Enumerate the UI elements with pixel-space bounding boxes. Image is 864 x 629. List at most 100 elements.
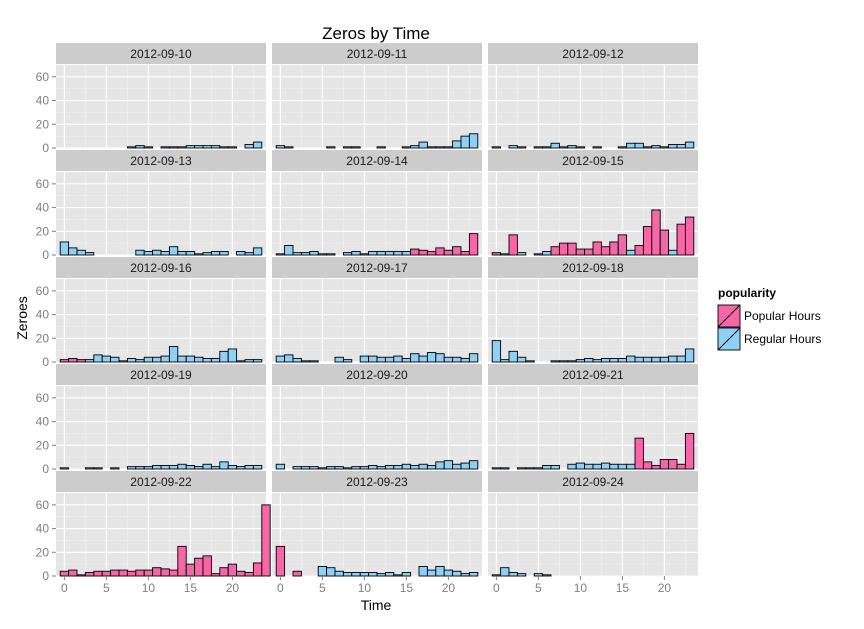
bar-regular-hours — [227, 146, 238, 149]
facet-strip — [488, 364, 698, 385]
bar-regular-hours — [252, 247, 263, 256]
y-tick-label: 0 — [42, 462, 49, 476]
bar-regular-hours — [684, 141, 695, 149]
bar-regular-hours — [160, 464, 170, 470]
bar-regular-hours — [326, 253, 336, 256]
bar-regular-hours — [634, 142, 644, 149]
bar-regular-hours — [376, 146, 386, 149]
legend-label: Regular Hours — [744, 332, 821, 346]
bar-regular-hours — [609, 357, 619, 363]
y-tick-label: 60 — [36, 177, 50, 191]
panel-background — [56, 493, 266, 576]
legend-title: popularity — [718, 286, 776, 300]
bar-regular-hours — [468, 133, 479, 149]
y-tick-label: 20 — [36, 438, 50, 452]
bar-regular-hours — [600, 462, 611, 470]
bar-popular-hours — [59, 359, 70, 363]
x-tick-label: 15 — [184, 581, 198, 595]
bar-regular-hours — [152, 249, 162, 256]
bar-popular-hours — [550, 246, 560, 256]
bar-regular-hours — [135, 359, 145, 363]
bar-regular-hours — [309, 360, 319, 363]
x-tick-label: 5 — [535, 581, 542, 595]
y-tick-label: 0 — [42, 141, 49, 155]
y-tick-label: 20 — [36, 331, 50, 345]
bar-regular-hours — [275, 253, 286, 256]
y-tick-label: 20 — [36, 545, 50, 559]
bar-regular-hours — [460, 462, 470, 470]
bar-regular-hours — [252, 359, 263, 363]
bar-regular-hours — [508, 145, 518, 149]
bar-regular-hours — [426, 464, 437, 470]
bar-regular-hours — [500, 253, 510, 256]
bar-regular-hours — [558, 146, 569, 149]
panel-background — [56, 172, 266, 255]
bar-popular-hours — [508, 234, 518, 256]
bar-regular-hours — [550, 360, 560, 363]
facet-strip-label: 2012-09-12 — [562, 47, 624, 61]
bar-regular-hours — [575, 146, 586, 149]
bar-regular-hours — [550, 142, 560, 149]
bar-regular-hours — [359, 355, 370, 363]
bar-popular-hours — [76, 574, 86, 577]
bar-popular-hours — [261, 504, 271, 577]
bar-regular-hours — [443, 569, 454, 577]
bar-regular-hours — [194, 466, 204, 470]
bar-regular-hours — [401, 146, 412, 149]
bar-regular-hours — [275, 145, 286, 149]
bar-popular-hours — [236, 570, 246, 577]
x-tick-label: 15 — [400, 581, 414, 595]
bar-regular-hours — [135, 145, 145, 149]
bar-regular-hours — [384, 464, 395, 470]
bar-regular-hours — [617, 463, 628, 470]
bar-regular-hours — [317, 253, 328, 256]
bar-regular-hours — [126, 146, 137, 149]
bar-regular-hours — [177, 355, 187, 363]
bar-popular-hours — [676, 463, 686, 470]
y-axis-title: Zeroes — [14, 296, 30, 340]
bar-popular-hours — [575, 248, 586, 256]
facet-panel: 2012-09-15 — [488, 150, 698, 256]
bar-regular-hours — [126, 466, 137, 470]
panel-background — [272, 172, 482, 255]
y-tick-label: 40 — [36, 308, 50, 322]
panel-background — [56, 279, 266, 362]
bar-regular-hours — [393, 464, 403, 470]
bar-regular-hours — [384, 250, 395, 256]
facet-strip — [488, 257, 698, 278]
bar-regular-hours — [491, 146, 502, 149]
bar-regular-hours — [516, 356, 527, 363]
facet-panel: 2012-09-19 0 20 40 60 — [36, 364, 266, 476]
bar-popular-hours — [642, 461, 653, 470]
facet-strip — [488, 150, 698, 171]
bar-popular-hours — [659, 229, 670, 256]
bar-regular-hours — [275, 463, 286, 470]
bar-regular-hours — [368, 250, 378, 256]
bar-regular-hours — [516, 252, 527, 256]
bar-regular-hours — [468, 571, 479, 577]
x-axis-title: Time — [361, 597, 392, 613]
bar-regular-hours — [376, 356, 386, 363]
bar-popular-hours — [592, 241, 602, 256]
bar-regular-hours — [244, 252, 254, 256]
bar-regular-hours — [135, 466, 145, 470]
bar-regular-hours — [435, 566, 445, 577]
bar-popular-hours — [435, 247, 445, 256]
bar-regular-hours — [393, 250, 403, 256]
bar-popular-hours — [93, 570, 103, 577]
bar-popular-hours — [600, 246, 611, 256]
x-tick-label: 15 — [616, 581, 630, 595]
facet-strip-label: 2012-09-20 — [346, 368, 408, 382]
bar-popular-hours — [676, 223, 686, 256]
bar-regular-hours — [533, 467, 544, 470]
bar-popular-hours — [59, 570, 70, 577]
bar-regular-hours — [676, 355, 686, 363]
bar-regular-hours — [368, 464, 378, 470]
facet-strip — [56, 150, 266, 171]
bar-regular-hours — [168, 246, 179, 256]
facet-strip-label: 2012-09-13 — [130, 154, 192, 168]
facet-panel: 2012-09-20 — [272, 364, 482, 470]
bar-regular-hours — [575, 462, 586, 470]
bar-regular-hours — [143, 250, 154, 256]
